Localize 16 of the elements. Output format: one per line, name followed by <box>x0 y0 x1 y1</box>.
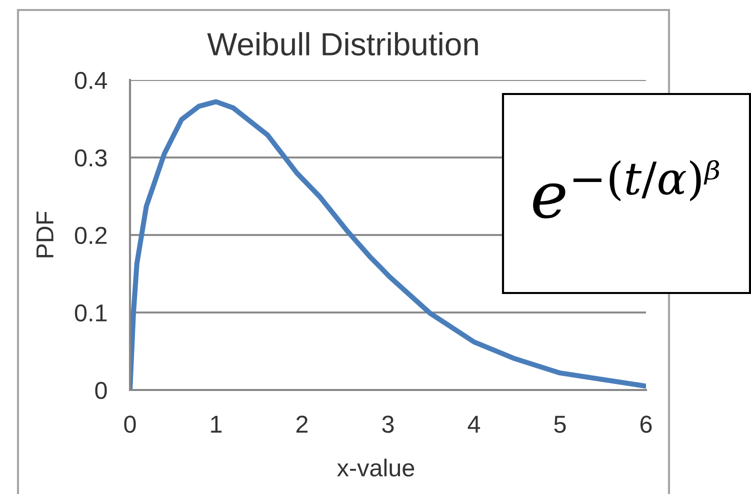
y-tick-label: 0 <box>95 382 107 400</box>
y-axis-title: PDF <box>36 212 54 258</box>
x-tick-label: 2 <box>296 416 308 433</box>
x-axis-title: x-value <box>337 458 414 477</box>
x-tick-label: 6 <box>640 416 652 433</box>
chart-title: Weibull Distribution <box>207 32 478 56</box>
y-tick-label: 0.3 <box>74 149 107 167</box>
x-tick-label: 1 <box>211 416 222 433</box>
y-tick-label: 0.4 <box>74 72 108 90</box>
y-tick-label: 0.2 <box>74 226 107 244</box>
x-tick-label: 0 <box>124 416 136 433</box>
annotation: e$^{−(t/α)ᵝ}$ <box>533 160 720 218</box>
x-tick-label: 5 <box>554 416 566 433</box>
y-tick-label: 0.1 <box>74 304 107 322</box>
x-tick-label: 4 <box>468 416 480 433</box>
x-tick-label: 3 <box>382 416 394 433</box>
